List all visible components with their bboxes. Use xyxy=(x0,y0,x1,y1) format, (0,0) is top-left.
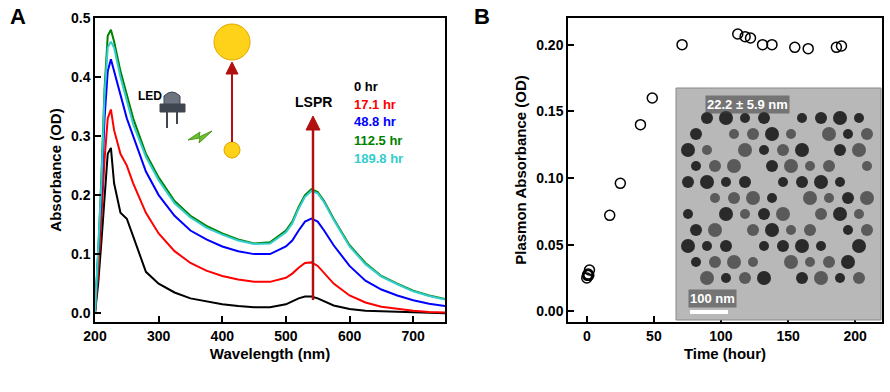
svg-text:0.10: 0.10 xyxy=(536,170,563,186)
svg-text:LED: LED xyxy=(138,89,162,103)
svg-text:Absorbance (OD): Absorbance (OD) xyxy=(47,108,64,231)
svg-text:A: A xyxy=(10,4,26,29)
svg-text:0 hr: 0 hr xyxy=(354,79,378,94)
svg-text:0.05: 0.05 xyxy=(536,237,563,253)
svg-text:0.0: 0.0 xyxy=(71,305,91,321)
svg-text:0.1: 0.1 xyxy=(71,246,91,262)
svg-text:600: 600 xyxy=(338,328,362,344)
svg-text:22.2 ± 5.9 nm: 22.2 ± 5.9 nm xyxy=(707,97,788,112)
svg-text:0: 0 xyxy=(583,328,591,344)
svg-text:200: 200 xyxy=(843,328,867,344)
svg-text:200: 200 xyxy=(83,328,107,344)
svg-text:300: 300 xyxy=(147,328,171,344)
svg-text:0.20: 0.20 xyxy=(536,37,563,53)
svg-text:Plasmon Absorbance (OD): Plasmon Absorbance (OD) xyxy=(512,75,529,264)
svg-text:0.3: 0.3 xyxy=(71,128,91,144)
svg-text:48.8 hr: 48.8 hr xyxy=(354,114,396,129)
svg-text:100 nm: 100 nm xyxy=(690,291,735,306)
svg-text:50: 50 xyxy=(646,328,662,344)
svg-text:112.5 hr: 112.5 hr xyxy=(354,133,402,148)
svg-text:400: 400 xyxy=(211,328,235,344)
svg-text:Wavelength (nm): Wavelength (nm) xyxy=(210,345,330,362)
svg-text:0.5: 0.5 xyxy=(71,10,91,26)
svg-text:150: 150 xyxy=(776,328,800,344)
svg-text:500: 500 xyxy=(274,328,298,344)
svg-text:0.4: 0.4 xyxy=(71,69,91,85)
svg-text:0.2: 0.2 xyxy=(71,187,91,203)
svg-text:189.8 hr: 189.8 hr xyxy=(354,151,403,166)
svg-text:LSPR: LSPR xyxy=(295,94,332,110)
svg-text:17.1 hr: 17.1 hr xyxy=(354,97,396,112)
svg-text:Time (hour): Time (hour) xyxy=(684,345,766,362)
svg-text:0.15: 0.15 xyxy=(536,103,563,119)
svg-text:100: 100 xyxy=(709,328,733,344)
svg-text:700: 700 xyxy=(402,328,426,344)
svg-text:B: B xyxy=(474,4,490,29)
svg-text:0.00: 0.00 xyxy=(536,303,563,319)
